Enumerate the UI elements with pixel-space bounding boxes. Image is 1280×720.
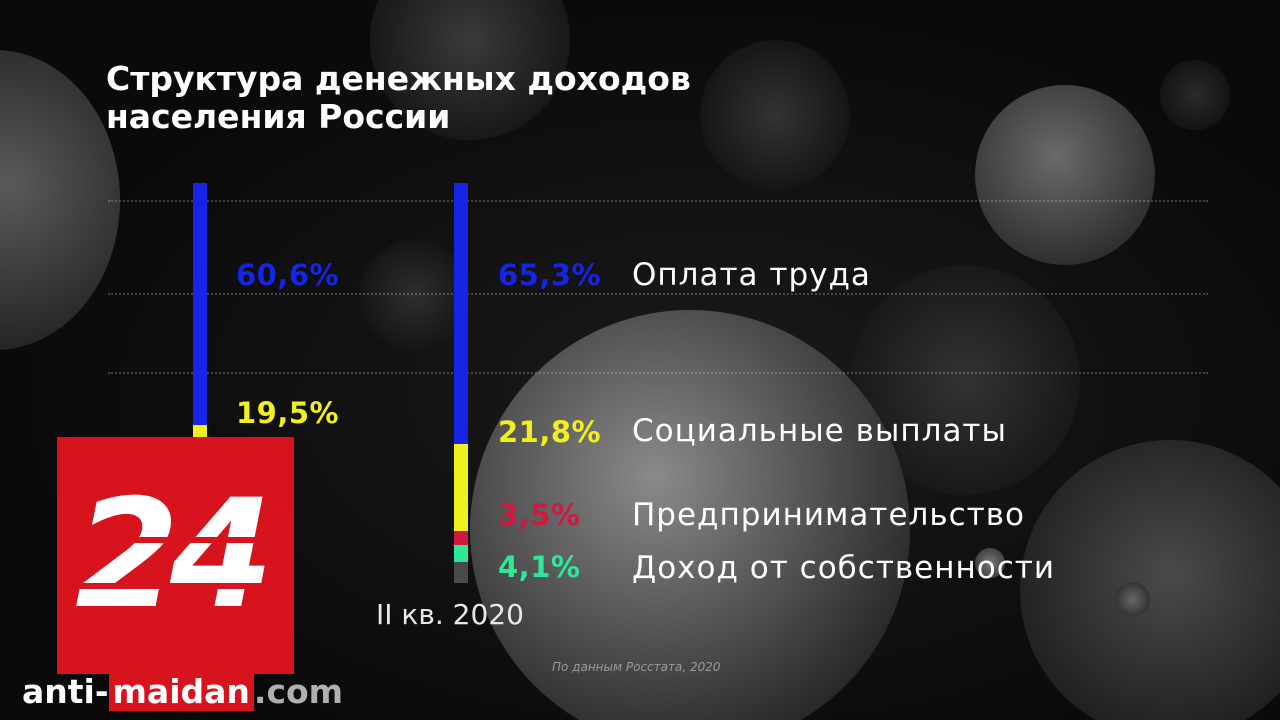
channel-24-logo: 24 xyxy=(57,437,294,674)
watermark-part-3: .com xyxy=(253,672,344,711)
bg-bubble xyxy=(700,40,850,190)
bg-bubble xyxy=(975,85,1155,265)
data-label-wages-bar1: 60,6% xyxy=(236,258,340,292)
data-label-social-bar2: 21,8% xyxy=(498,415,602,449)
stacked-bar-2 xyxy=(454,183,468,583)
bg-bubble xyxy=(360,240,470,350)
chart-title: Структура денежных доходов населения Рос… xyxy=(106,60,691,136)
watermark-part-2: maidan xyxy=(108,672,254,711)
bar-segment-social xyxy=(454,444,468,532)
source-note: По данным Росстата, 2020 xyxy=(552,660,721,674)
gridline xyxy=(108,293,1208,295)
gridline xyxy=(108,372,1208,374)
data-label-social-bar1: 19,5% xyxy=(236,396,340,430)
x-axis-period-label: II кв. 2020 xyxy=(376,598,524,631)
watermark-logo: anti-maidan .com xyxy=(22,670,343,714)
chart-title-line-2: населения России xyxy=(106,97,451,136)
gridline xyxy=(108,200,1208,202)
logo-stripe xyxy=(71,537,281,543)
chart-title-line-1: Структура денежных доходов xyxy=(106,59,691,98)
legend-label-property: Доход от собственности xyxy=(632,550,1055,586)
bg-bubble xyxy=(975,548,1005,578)
legend-label-social: Социальные выплаты xyxy=(632,413,1007,449)
bar-segment-remainder xyxy=(454,561,468,583)
bg-bubble xyxy=(0,50,120,350)
bar-segment-wages xyxy=(193,183,207,426)
bar-segment-property xyxy=(454,545,468,562)
watermark-part-1: anti- xyxy=(22,672,109,711)
bar-segment-wages xyxy=(454,183,468,445)
legend-label-wages: Оплата труда xyxy=(632,257,871,293)
legend-label-business: Предпринимательство xyxy=(632,497,1025,533)
bg-bubble xyxy=(1115,582,1150,617)
bar-segment-business xyxy=(454,531,468,546)
bg-bubble xyxy=(470,310,910,720)
data-label-business-bar2: 3,5% xyxy=(498,498,581,532)
logo-24-text: 24 xyxy=(75,468,274,642)
data-label-wages-bar2: 65,3% xyxy=(498,258,602,292)
data-label-property-bar2: 4,1% xyxy=(498,550,581,584)
logo-stripe xyxy=(71,583,281,589)
bg-bubble xyxy=(1020,440,1280,720)
bg-bubble xyxy=(1160,60,1230,130)
